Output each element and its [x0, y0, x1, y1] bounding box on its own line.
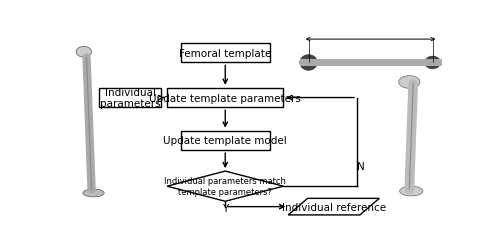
Text: Individual reference: Individual reference — [282, 202, 386, 212]
Text: Individual
parameters: Individual parameters — [100, 87, 160, 109]
Text: Update template model: Update template model — [164, 136, 287, 146]
Bar — [180, 131, 270, 150]
Ellipse shape — [76, 47, 92, 58]
Ellipse shape — [300, 55, 318, 71]
Ellipse shape — [425, 57, 440, 70]
Text: Update template parameters: Update template parameters — [150, 93, 301, 103]
Ellipse shape — [398, 76, 420, 89]
Bar — [100, 88, 162, 108]
Bar — [167, 88, 284, 108]
Polygon shape — [167, 171, 284, 202]
Text: Individual parameters match
template parameters?: Individual parameters match template par… — [164, 177, 286, 196]
Polygon shape — [288, 199, 380, 215]
Ellipse shape — [400, 186, 423, 196]
Text: Y: Y — [222, 203, 228, 213]
Text: N: N — [357, 161, 365, 171]
Ellipse shape — [83, 189, 104, 197]
Bar — [180, 44, 270, 63]
Text: Femoral template: Femoral template — [179, 49, 272, 58]
